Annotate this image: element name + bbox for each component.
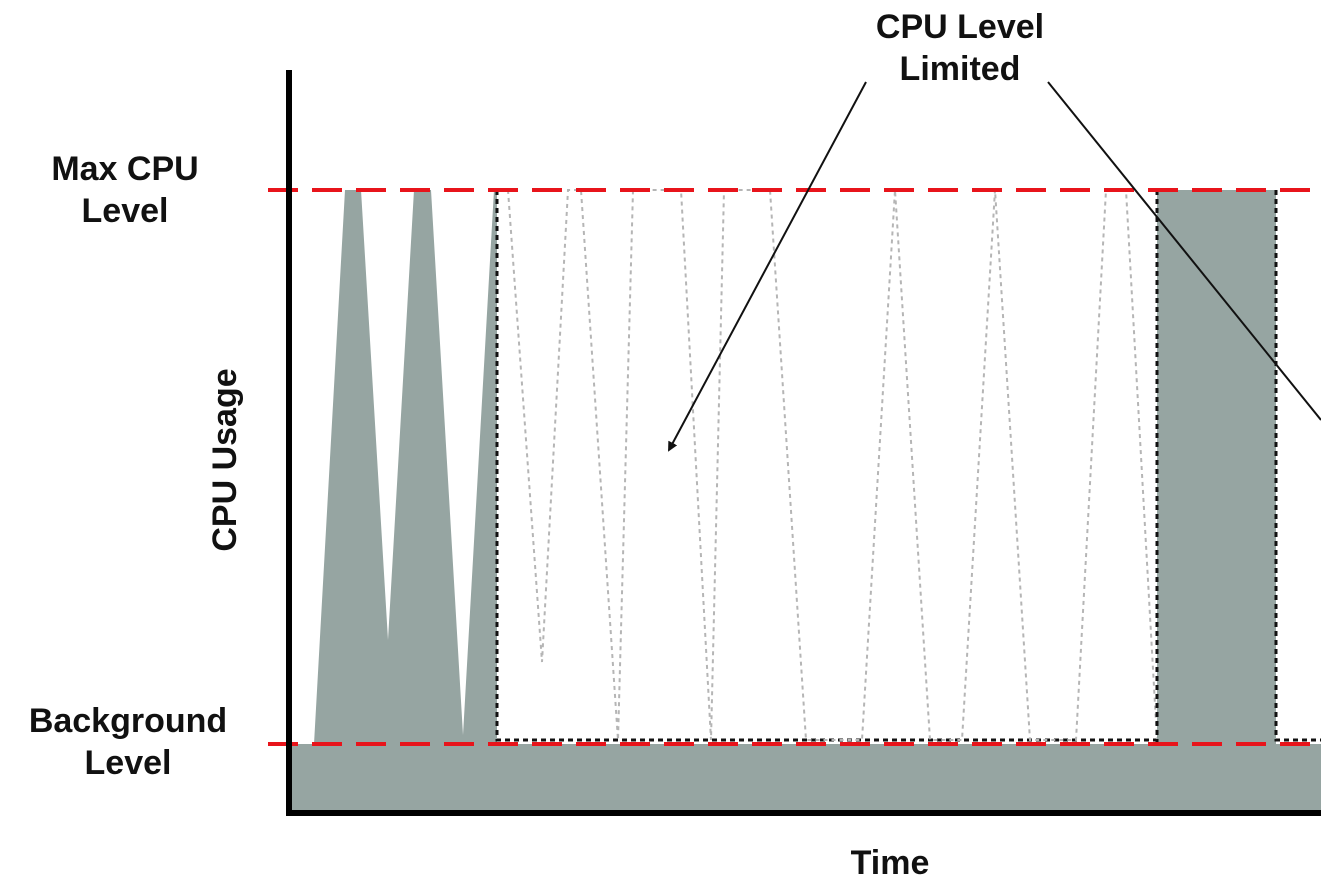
callout-text: CPU Level Limited bbox=[875, 8, 1045, 88]
cpu-level-limited-callout: CPU Level Limited bbox=[860, 6, 1060, 90]
y-axis-label-text: CPU Usage bbox=[206, 368, 244, 552]
x-axis-label-text: Time bbox=[850, 844, 930, 882]
x-axis-label: Time bbox=[790, 842, 990, 884]
cpu-usage-burst bbox=[1157, 190, 1276, 744]
background-level-label: Background Level bbox=[0, 700, 256, 784]
burst-outline bbox=[1155, 190, 1321, 744]
background-level-text: Background Level bbox=[28, 702, 228, 782]
callout-arrow-left bbox=[668, 81, 867, 452]
background-usage-band bbox=[289, 744, 1321, 812]
cpu-usage-spikes bbox=[314, 190, 497, 744]
cpu-limited-region-outline bbox=[495, 190, 1159, 742]
suppressed-usage-trace bbox=[507, 189, 1158, 741]
callout-arrow-right bbox=[1047, 81, 1321, 421]
max-cpu-level-label: Max CPU Level bbox=[20, 148, 230, 232]
max-cpu-level-text: Max CPU Level bbox=[51, 150, 199, 230]
